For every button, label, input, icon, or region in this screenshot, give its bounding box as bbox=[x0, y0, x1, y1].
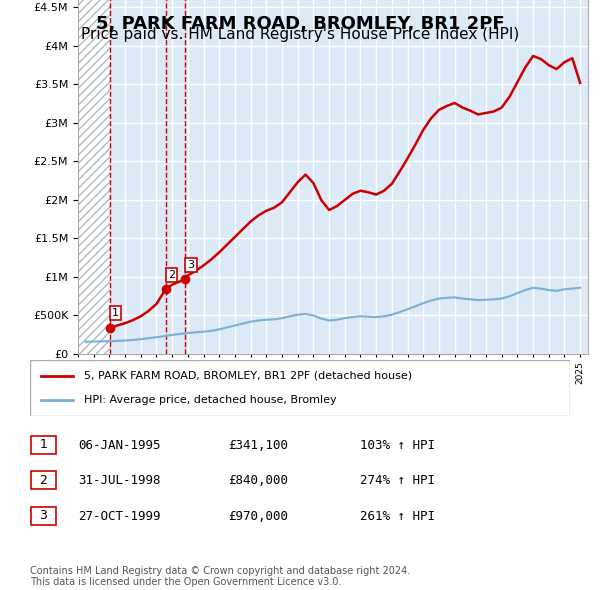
Text: This data is licensed under the Open Government Licence v3.0.: This data is licensed under the Open Gov… bbox=[30, 577, 341, 587]
FancyBboxPatch shape bbox=[31, 471, 56, 489]
FancyBboxPatch shape bbox=[31, 507, 56, 525]
Text: 5, PARK FARM ROAD, BROMLEY, BR1 2PF (detached house): 5, PARK FARM ROAD, BROMLEY, BR1 2PF (det… bbox=[84, 371, 412, 381]
Text: £970,000: £970,000 bbox=[228, 510, 288, 523]
Text: Contains HM Land Registry data © Crown copyright and database right 2024.: Contains HM Land Registry data © Crown c… bbox=[30, 566, 410, 576]
Text: £840,000: £840,000 bbox=[228, 474, 288, 487]
Text: 103% ↑ HPI: 103% ↑ HPI bbox=[360, 439, 435, 452]
Bar bbox=[78, 0, 110, 354]
FancyBboxPatch shape bbox=[31, 436, 56, 454]
Bar bbox=[78, 0, 110, 354]
Text: 3: 3 bbox=[187, 260, 194, 270]
Text: 1: 1 bbox=[112, 308, 119, 318]
Text: 5, PARK FARM ROAD, BROMLEY, BR1 2PF: 5, PARK FARM ROAD, BROMLEY, BR1 2PF bbox=[95, 15, 505, 33]
Text: 27-OCT-1999: 27-OCT-1999 bbox=[78, 510, 161, 523]
Text: 1: 1 bbox=[40, 438, 47, 451]
FancyBboxPatch shape bbox=[30, 360, 570, 416]
Text: 2: 2 bbox=[40, 474, 47, 487]
Text: £341,100: £341,100 bbox=[228, 439, 288, 452]
Text: HPI: Average price, detached house, Bromley: HPI: Average price, detached house, Brom… bbox=[84, 395, 337, 405]
Text: 3: 3 bbox=[40, 509, 47, 522]
Text: 274% ↑ HPI: 274% ↑ HPI bbox=[360, 474, 435, 487]
Text: 261% ↑ HPI: 261% ↑ HPI bbox=[360, 510, 435, 523]
Text: 31-JUL-1998: 31-JUL-1998 bbox=[78, 474, 161, 487]
Text: 2: 2 bbox=[168, 270, 175, 280]
Text: 06-JAN-1995: 06-JAN-1995 bbox=[78, 439, 161, 452]
Text: Price paid vs. HM Land Registry's House Price Index (HPI): Price paid vs. HM Land Registry's House … bbox=[81, 27, 519, 41]
